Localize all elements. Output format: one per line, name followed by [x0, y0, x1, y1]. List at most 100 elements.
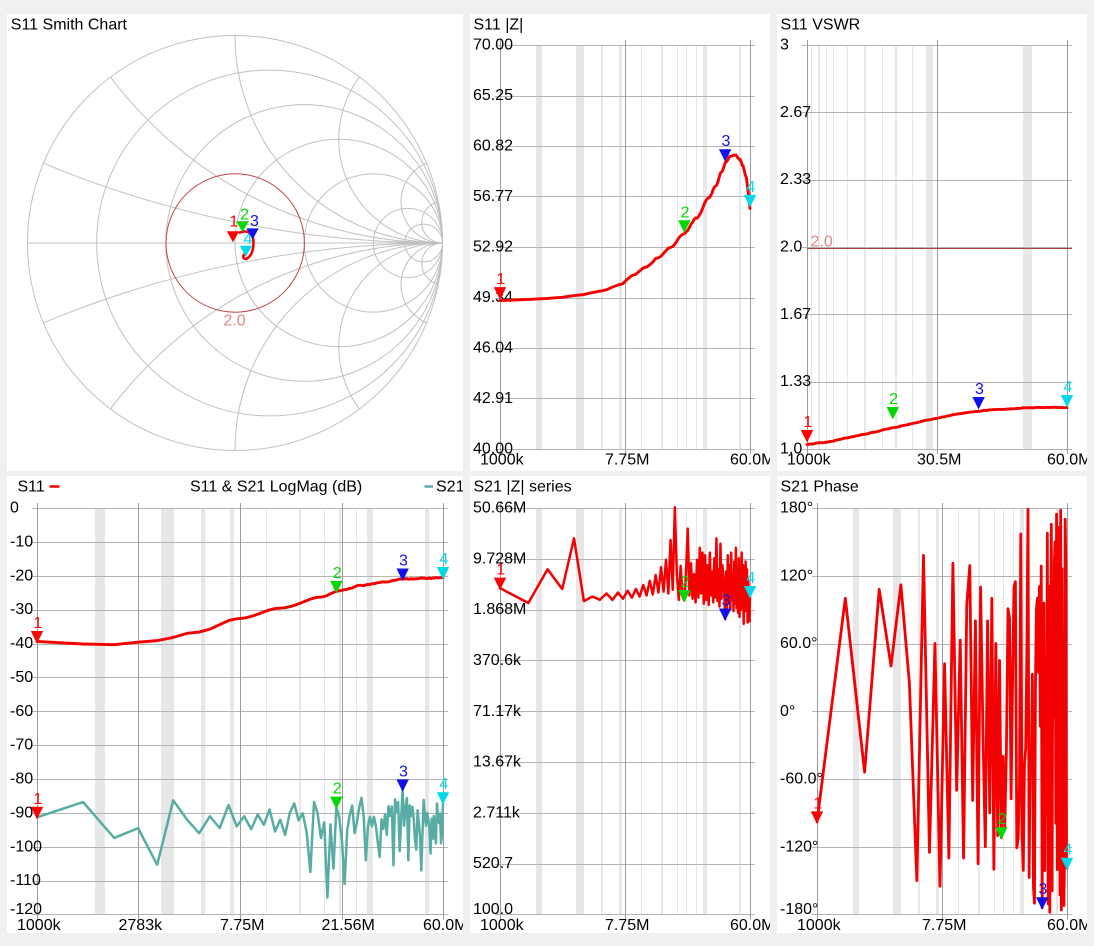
svg-text:3: 3 — [975, 381, 984, 398]
svg-text:60.0M: 60.0M — [1047, 917, 1091, 934]
svg-text:180°: 180° — [780, 500, 813, 517]
svg-text:2: 2 — [240, 207, 249, 224]
svg-text:42.91: 42.91 — [473, 390, 513, 407]
svg-text:7.75M: 7.75M — [220, 917, 264, 934]
svg-text:3: 3 — [780, 37, 789, 54]
svg-text:-120°: -120° — [780, 838, 818, 855]
svg-text:2: 2 — [889, 391, 898, 408]
svg-text:56.77: 56.77 — [473, 188, 513, 205]
svg-text:70.00: 70.00 — [473, 37, 513, 54]
svg-text:2.711k: 2.711k — [473, 804, 521, 821]
svg-text:1000k: 1000k — [17, 917, 62, 934]
svg-text:2783k: 2783k — [119, 917, 164, 934]
svg-text:520.7: 520.7 — [473, 855, 513, 872]
svg-text:3: 3 — [399, 763, 408, 780]
svg-text:0°: 0° — [780, 703, 795, 720]
svg-text:1.33: 1.33 — [780, 373, 811, 390]
svg-text:71.17k: 71.17k — [473, 703, 522, 720]
svg-text:30.5M: 30.5M — [917, 452, 961, 469]
svg-text:-40: -40 — [10, 635, 33, 652]
svg-text:2.0: 2.0 — [811, 234, 833, 251]
svg-text:1: 1 — [496, 562, 505, 579]
svg-text:-70: -70 — [10, 737, 33, 754]
svg-text:1: 1 — [33, 615, 42, 632]
svg-text:2.0: 2.0 — [223, 313, 245, 330]
svg-text:1000k: 1000k — [480, 452, 525, 469]
svg-text:1000k: 1000k — [787, 452, 832, 469]
svg-text:3: 3 — [1038, 881, 1047, 898]
svg-text:1.868M: 1.868M — [473, 601, 526, 618]
svg-text:3: 3 — [250, 213, 259, 230]
svg-text:-80: -80 — [10, 771, 33, 788]
svg-text:2: 2 — [333, 565, 342, 582]
svg-text:1.67: 1.67 — [780, 306, 811, 323]
svg-text:S21: S21 — [436, 479, 465, 496]
svg-text:7.75M: 7.75M — [605, 917, 649, 934]
svg-text:0: 0 — [10, 500, 19, 517]
svg-text:S11 & S21 LogMag (dB): S11 & S21 LogMag (dB) — [190, 479, 362, 496]
svg-text:-110: -110 — [10, 872, 41, 889]
svg-text:370.6k: 370.6k — [473, 652, 522, 669]
svg-text:1.0: 1.0 — [780, 441, 802, 458]
svg-text:1: 1 — [33, 791, 42, 808]
svg-text:1: 1 — [813, 795, 822, 812]
svg-text:4: 4 — [244, 231, 253, 248]
svg-text:S11 Smith Chart: S11 Smith Chart — [11, 17, 128, 34]
svg-text:1000k: 1000k — [480, 917, 525, 934]
svg-text:7.75M: 7.75M — [605, 452, 649, 469]
svg-text:-30: -30 — [10, 601, 33, 618]
svg-text:2.67: 2.67 — [780, 104, 811, 121]
svg-text:60.82: 60.82 — [473, 138, 513, 155]
svg-text:4: 4 — [1063, 842, 1072, 859]
svg-text:4: 4 — [439, 551, 448, 568]
svg-text:2: 2 — [333, 781, 342, 798]
svg-text:-180°: -180° — [780, 901, 818, 918]
svg-text:S21 |Z| series: S21 |Z| series — [474, 479, 572, 496]
svg-text:120°: 120° — [780, 567, 813, 584]
svg-text:-100: -100 — [10, 838, 42, 855]
svg-text:21.56M: 21.56M — [322, 917, 375, 934]
svg-text:3: 3 — [721, 593, 730, 610]
svg-text:-60: -60 — [10, 703, 33, 720]
svg-text:2: 2 — [681, 574, 690, 591]
svg-text:S11: S11 — [18, 479, 45, 496]
svg-text:1: 1 — [803, 414, 812, 431]
svg-text:40.00: 40.00 — [473, 441, 513, 458]
svg-text:S21 Phase: S21 Phase — [781, 479, 859, 496]
svg-text:2: 2 — [998, 811, 1007, 828]
svg-text:-60.0°: -60.0° — [780, 771, 823, 788]
svg-text:S11 |Z|: S11 |Z| — [474, 17, 524, 34]
svg-text:2: 2 — [681, 204, 690, 221]
svg-text:-50: -50 — [10, 669, 33, 686]
svg-text:60.0M: 60.0M — [423, 917, 467, 934]
svg-text:49.34: 49.34 — [473, 289, 513, 306]
svg-text:2.0: 2.0 — [780, 239, 802, 256]
svg-text:60.0M: 60.0M — [730, 452, 774, 469]
svg-text:4: 4 — [746, 179, 755, 196]
svg-text:4: 4 — [1063, 379, 1072, 396]
svg-text:-90: -90 — [10, 804, 33, 821]
svg-text:100.0: 100.0 — [473, 901, 513, 918]
svg-text:9.728M: 9.728M — [473, 550, 526, 567]
svg-text:1: 1 — [496, 271, 505, 288]
svg-text:3: 3 — [721, 133, 730, 150]
svg-text:65.25: 65.25 — [473, 87, 513, 104]
svg-text:13.67k: 13.67k — [473, 754, 522, 771]
svg-text:1000k: 1000k — [797, 917, 842, 934]
svg-text:4: 4 — [746, 570, 755, 587]
svg-text:1: 1 — [229, 213, 238, 230]
svg-text:2.33: 2.33 — [780, 171, 811, 188]
svg-text:-20: -20 — [10, 567, 33, 584]
svg-text:7.75M: 7.75M — [922, 917, 966, 934]
svg-text:S11 VSWR: S11 VSWR — [781, 17, 861, 34]
svg-text:4: 4 — [439, 776, 448, 793]
svg-text:3: 3 — [399, 553, 408, 570]
svg-text:-10: -10 — [10, 533, 33, 550]
svg-text:52.92: 52.92 — [473, 239, 513, 256]
svg-text:-120: -120 — [10, 901, 42, 918]
svg-text:60.0°: 60.0° — [780, 635, 818, 652]
svg-text:60.0M: 60.0M — [730, 917, 774, 934]
svg-text:60.0M: 60.0M — [1047, 452, 1091, 469]
svg-text:50.66M: 50.66M — [473, 500, 526, 517]
svg-text:46.04: 46.04 — [473, 340, 513, 357]
